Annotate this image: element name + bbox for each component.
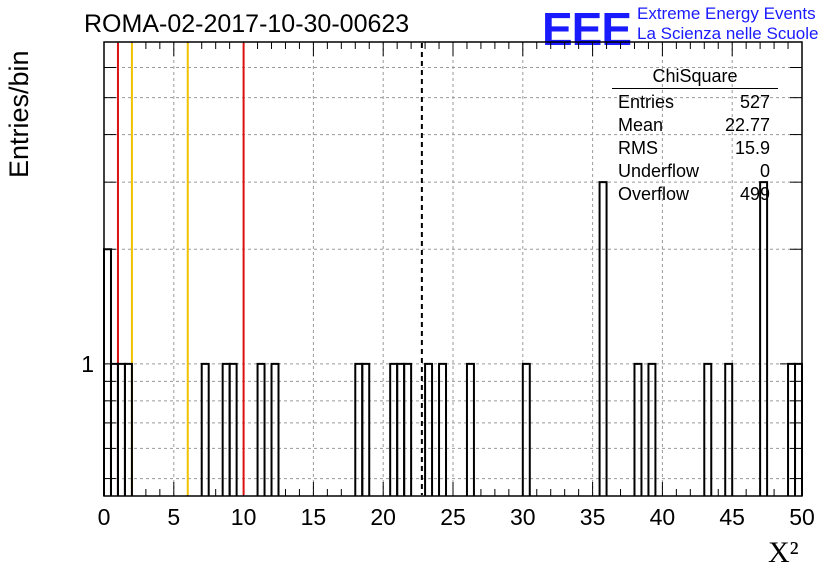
histogram-bar [794,362,803,496]
histogram-bar [256,362,266,496]
stats-value: 527 [739,92,770,112]
histogram-bar [200,362,210,496]
stats-label: Overflow [618,184,690,204]
histogram-bar [389,362,399,496]
x-tick-label: 25 [440,504,466,530]
histogram-bar [270,362,280,496]
histogram-bar [438,362,448,496]
stats-box: ChiSquare Entries 527 Mean 22.77 RMS 15.9 Unde… [612,66,778,206]
tick-labels: 0 5 10 15 20 25 30 35 40 45 50 1 [81,351,815,530]
x-axis-label: X² [768,536,799,569]
stats-row: Underflow 0 [612,160,778,183]
histogram-bar [647,362,657,496]
histogram-bar [396,362,406,496]
histogram-bar [465,362,475,496]
x-tick-label: 10 [231,504,257,530]
histogram-bar [633,362,643,496]
histogram-bar [123,362,133,496]
reference-lines [116,43,423,495]
x-tick-label: 50 [789,504,815,530]
stats-row: Overflow 499 [612,183,778,206]
histogram-bar [703,362,713,496]
histogram-bar [787,362,797,496]
stats-row: Entries 527 [612,91,778,114]
stats-label: Entries [618,92,675,112]
histogram-bar [109,362,119,496]
histogram-bar [759,181,769,496]
histogram-bar [221,362,231,496]
histogram-bar [521,362,531,496]
x-tick-label: 30 [510,504,536,530]
stats-value: 0 [759,161,770,181]
stats-label: Mean [618,115,664,135]
stats-value: 22.77 [724,115,770,135]
logo-line1: Extreme Energy Events [637,4,816,23]
histogram-bar [361,362,371,496]
eee-logo: EEE [542,3,632,55]
x-tick-label: 35 [580,504,606,530]
chart-title: ROMA-02-2017-10-30-00623 [84,10,410,38]
histogram-bars [103,181,803,496]
x-tick-label: 15 [301,504,327,530]
x-tick-label: 5 [167,504,180,530]
stats-title: ChiSquare [612,66,778,89]
histogram-bar [116,362,126,496]
y-axis-label: Entries/bin [4,50,34,178]
histogram-bar [228,362,238,496]
x-tick-label: 20 [370,504,396,530]
histogram-bar [598,181,608,496]
logo-line2: La Scienza nelle Scuole [637,24,819,43]
x-tick-label: 40 [650,504,676,530]
histogram-bar [424,362,434,496]
histogram-bar [354,362,364,496]
histogram-bar [724,362,734,496]
plot-frame [103,41,803,497]
stats-row: Mean 22.77 [612,114,778,137]
stats-value: 15.9 [734,138,770,158]
x-tick-label: 0 [98,504,111,530]
stats-label: Underflow [618,161,700,181]
histogram-bar [103,248,112,496]
histogram-bar [403,362,413,496]
stats-label: RMS [618,138,658,158]
x-tick-label: 45 [719,504,745,530]
stats-row: RMS 15.9 [612,137,778,160]
y-tick-label: 1 [81,351,94,377]
stats-value: 499 [739,184,770,204]
